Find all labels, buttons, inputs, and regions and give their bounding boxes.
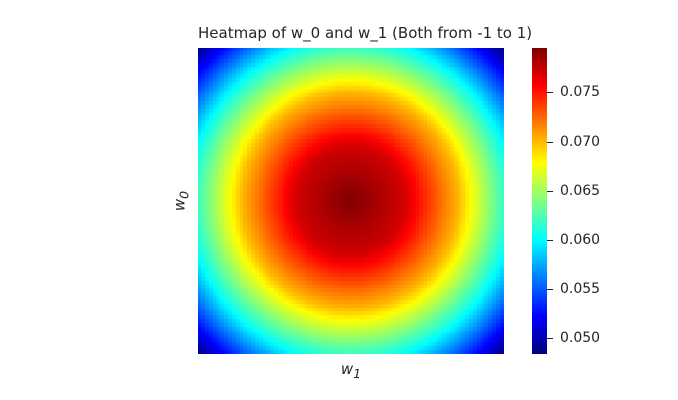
colorbar-tick-label: 0.065 <box>560 182 601 199</box>
colorbar-tick <box>547 141 553 143</box>
y-axis-label-subscript: 0 <box>176 190 192 199</box>
chart-title: Heatmap of w_0 and w_1 (Both from -1 to … <box>198 24 533 42</box>
colorbar-tick <box>547 92 553 94</box>
colorbar-tick-label: 0.070 <box>560 133 601 150</box>
x-axis-label-symbol: w <box>340 360 354 378</box>
colorbar-tick-label: 0.055 <box>560 281 601 298</box>
y-axis-label-symbol: w <box>170 198 189 212</box>
colorbar-tick-label: 0.075 <box>560 84 601 101</box>
x-axis-label-subscript: 1 <box>353 366 362 381</box>
colorbar <box>532 48 547 354</box>
colorbar-tick <box>547 338 553 340</box>
colorbar-tick-label: 0.050 <box>560 330 601 347</box>
y-axis-label: w0 <box>171 191 192 211</box>
colorbar-tick-label: 0.060 <box>560 231 601 248</box>
heatmap-plot <box>198 48 504 354</box>
colorbar-tick <box>547 289 553 291</box>
colorbar-tick <box>547 239 553 241</box>
x-axis-label: w1 <box>198 360 504 381</box>
colorbar-tick <box>547 190 553 192</box>
